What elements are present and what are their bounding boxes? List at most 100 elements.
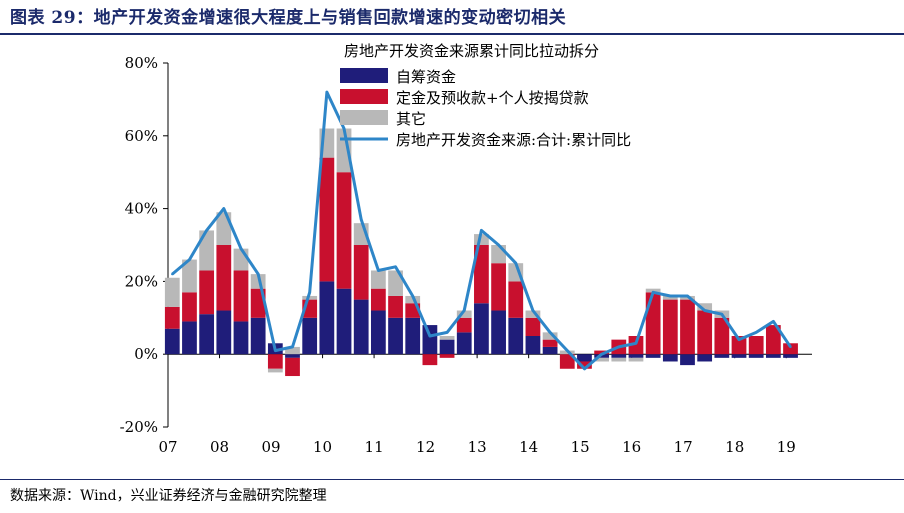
bar-segment-deposits xyxy=(525,317,541,336)
figure-title: 图表 29：地产开发资金增速很大程度上与销售回款增速的变动密切相关 xyxy=(10,8,567,28)
bar-segment-deposits xyxy=(199,270,215,315)
bar-segment-deposits xyxy=(680,299,695,355)
bar-segment-self-raised xyxy=(611,354,627,358)
total-growth-point xyxy=(445,331,449,334)
legend-swatch-0 xyxy=(340,68,388,83)
total-growth-point xyxy=(205,229,208,232)
y-tick-label: 40% xyxy=(125,200,158,218)
y-tick-label: -20% xyxy=(120,418,158,436)
source-note: 数据来源：Wind，兴业证券经济与金融研究院整理 xyxy=(10,488,327,504)
bar-segment-other xyxy=(662,295,678,300)
x-tick-label: 16 xyxy=(622,438,641,456)
bar-segment-other xyxy=(628,357,644,362)
legend-label-1: 定金及预收款+个人按揭贷款 xyxy=(396,89,589,107)
legend-label-0: 自筹资金 xyxy=(396,68,456,86)
bar-segment-deposits xyxy=(474,245,489,304)
bar-segment-self-raised xyxy=(491,310,506,355)
total-growth-point xyxy=(360,218,363,221)
total-growth-point xyxy=(531,309,535,312)
total-growth-point xyxy=(600,353,603,356)
bar-segment-self-raised xyxy=(233,321,249,355)
total-growth-point xyxy=(256,272,260,276)
total-growth-point xyxy=(394,265,397,269)
x-tick-label: 17 xyxy=(674,438,693,456)
bar-segment-self-raised xyxy=(336,288,352,355)
bar-segment-deposits xyxy=(456,317,472,333)
bar-segment-self-raised xyxy=(577,354,592,362)
bar-segment-deposits xyxy=(628,336,644,355)
total-growth-point xyxy=(342,127,346,130)
x-tick-label: 11 xyxy=(365,438,384,456)
bar-segment-self-raised xyxy=(748,354,764,358)
bar-segment-deposits xyxy=(336,172,352,289)
bar-segment-self-raised xyxy=(680,354,695,366)
x-tick-label: 14 xyxy=(519,438,538,456)
bar-segment-deposits xyxy=(164,306,180,329)
bar-segment-self-raised xyxy=(783,354,798,358)
total-growth-point xyxy=(548,331,552,334)
chart-title: 房地产开发资金来源累计同比拉动拆分 xyxy=(344,42,599,60)
bar-segment-deposits xyxy=(491,263,506,311)
plot-area: -20% 0% 20% 40% 60% 80% 07 08 09 10 11 12 13 14 15 16 17… xyxy=(120,54,812,456)
bar-segment-other xyxy=(285,346,300,355)
bar-segment-self-raised xyxy=(439,339,455,355)
total-growth-point xyxy=(308,291,311,294)
legend-swatch-2 xyxy=(340,110,388,125)
bar-segment-self-raised xyxy=(765,354,781,358)
bar-segment-deposits xyxy=(319,157,335,282)
bar-segment-other xyxy=(525,310,541,318)
total-growth-point xyxy=(737,338,741,341)
bar-segment-self-raised xyxy=(250,317,266,355)
x-tick-label: 10 xyxy=(313,438,332,456)
bar-segment-other xyxy=(302,295,318,300)
total-growth-point xyxy=(703,309,706,312)
bar-segment-other xyxy=(456,310,472,318)
legend-label-2: 其它 xyxy=(396,110,426,128)
bar-segment-self-raised xyxy=(302,317,318,355)
y-tick-label: 0% xyxy=(134,345,158,363)
bar-segment-deposits xyxy=(542,339,558,347)
bar-segment-other xyxy=(388,270,403,296)
bar-segment-self-raised xyxy=(697,354,713,362)
bar-segment-other xyxy=(611,357,627,362)
bar-segment-self-raised xyxy=(405,317,421,355)
legend-swatch-1 xyxy=(340,89,388,104)
bar-segment-self-raised xyxy=(662,354,678,362)
bar-segment-self-raised xyxy=(285,354,300,358)
bar-segment-deposits xyxy=(422,354,438,366)
total-growth-point xyxy=(583,367,586,370)
bar-segment-deposits xyxy=(783,343,798,355)
bar-segment-self-raised xyxy=(370,310,386,355)
total-growth-point xyxy=(651,291,655,294)
bar-segment-other xyxy=(697,303,713,311)
bar-segment-other xyxy=(199,230,215,271)
bar-segment-self-raised xyxy=(422,325,438,355)
bar-segment-deposits xyxy=(765,325,781,355)
total-growth-point xyxy=(772,320,775,323)
total-growth-point xyxy=(325,90,329,94)
total-growth-point xyxy=(377,269,380,272)
bar-group xyxy=(164,128,798,377)
y-tick-label: 20% xyxy=(125,272,158,290)
bar-segment-deposits xyxy=(594,350,610,355)
bar-segment-deposits xyxy=(645,292,661,355)
bar-segment-other xyxy=(645,288,661,293)
bar-segment-deposits xyxy=(508,281,524,318)
x-tick-label: 13 xyxy=(468,438,487,456)
x-tick-label: 18 xyxy=(725,438,744,456)
total-growth-point xyxy=(566,349,569,352)
bar-segment-self-raised xyxy=(645,354,661,358)
bottom-divider xyxy=(0,479,904,480)
y-tick-label: 60% xyxy=(125,127,158,145)
bar-segment-deposits xyxy=(662,299,678,355)
bar-segment-other xyxy=(594,357,610,362)
bar-segment-deposits xyxy=(697,310,713,355)
total-growth-point xyxy=(222,207,226,210)
total-growth-point xyxy=(188,258,191,261)
bar-segment-self-raised xyxy=(731,354,747,358)
bar-segment-self-raised xyxy=(628,354,644,358)
bar-segment-self-raised xyxy=(456,332,472,355)
total-growth-point xyxy=(669,294,672,298)
bar-segment-deposits xyxy=(216,245,232,311)
bar-segment-deposits xyxy=(748,336,764,355)
